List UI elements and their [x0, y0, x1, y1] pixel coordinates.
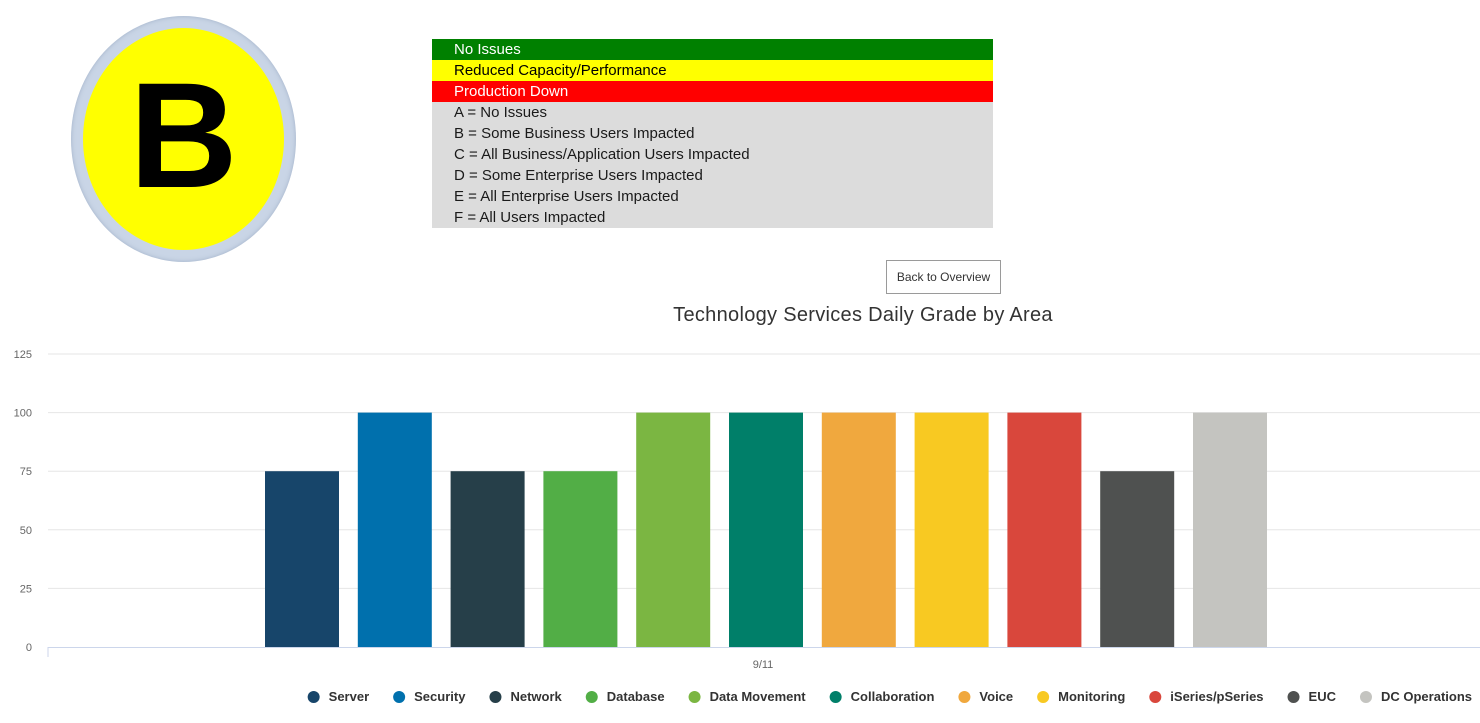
bar-iseries-pseries[interactable] — [1007, 412, 1082, 647]
legend-label: Database — [607, 689, 665, 704]
legend-label: DC Operations — [1381, 689, 1472, 704]
legend-item-dc-operations[interactable]: DC Operations — [1359, 689, 1472, 704]
legend-swatch — [393, 691, 406, 703]
legend-label: Server — [329, 689, 369, 704]
legend-item-security[interactable]: Security — [393, 689, 466, 704]
grade-definition: E = All Enterprise Users Impacted — [454, 188, 679, 205]
bar-security[interactable] — [357, 412, 432, 647]
grade-definition: C = All Business/Application Users Impac… — [454, 146, 750, 163]
bar-collaboration[interactable] — [729, 412, 803, 647]
y-tick-label: 25 — [20, 583, 32, 595]
chart-axes: 0 25 50 75 100 125 9/11 — [14, 349, 1480, 671]
legend-item-monitoring[interactable]: Monitoring — [1037, 689, 1125, 704]
grade-letter: B — [129, 51, 238, 219]
grade-row-b: B = Some Business Users Impacted — [432, 123, 993, 144]
legend-label: Voice — [979, 689, 1013, 704]
bar-data-movement[interactable] — [636, 412, 711, 647]
x-tick-label: 9/11 — [753, 659, 774, 671]
legend-item-iseries-pseries[interactable]: iSeries/pSeries — [1149, 689, 1264, 704]
grade-row-e: E = All Enterprise Users Impacted — [432, 186, 993, 207]
legend-item-voice[interactable]: Voice — [958, 689, 1013, 704]
legend-item-server[interactable]: Server — [307, 689, 369, 704]
bar-database[interactable] — [543, 471, 618, 647]
legend-label: Monitoring — [1058, 689, 1125, 704]
status-row-reduced-capacity: Reduced Capacity/Performance — [432, 60, 993, 81]
chart-bars — [265, 412, 1267, 647]
legend-swatch — [688, 691, 701, 703]
bar-dc-operations[interactable] — [1193, 412, 1267, 647]
legend-swatch — [1359, 691, 1372, 703]
bar-voice[interactable] — [821, 412, 896, 647]
legend-swatch — [489, 691, 502, 703]
y-tick-label: 0 — [26, 642, 32, 654]
bar-euc[interactable] — [1100, 471, 1175, 647]
grade-definition: B = Some Business Users Impacted — [454, 125, 695, 142]
grade-definition: F = All Users Impacted — [454, 209, 606, 226]
bar-network[interactable] — [450, 471, 525, 647]
grade-row-a: A = No Issues — [432, 102, 993, 123]
y-tick-label: 75 — [20, 466, 32, 478]
legend-item-collaboration[interactable]: Collaboration — [829, 689, 935, 704]
status-label: Production Down — [454, 83, 569, 100]
legend-label: EUC — [1309, 689, 1337, 704]
y-tick-label: 100 — [14, 408, 32, 420]
grade-definition: A = No Issues — [454, 104, 547, 121]
legend-label: Security — [414, 689, 466, 704]
legend-label: iSeries/pSeries — [1170, 689, 1263, 704]
status-label: No Issues — [454, 41, 521, 58]
chart-title: Technology Services Daily Grade by Area — [673, 304, 1053, 326]
legend-swatch — [958, 691, 971, 703]
grade-row-d: D = Some Enterprise Users Impacted — [432, 165, 993, 186]
legend-label: Collaboration — [851, 689, 935, 704]
status-row-production-down: Production Down — [432, 81, 993, 102]
grade-disc: B — [83, 28, 284, 250]
legend-swatch — [585, 691, 598, 703]
grade-row-c: C = All Business/Application Users Impac… — [432, 144, 993, 165]
legend-label: Data Movement — [710, 689, 807, 704]
status-legend-table: No Issues Reduced Capacity/Performance P… — [432, 39, 993, 228]
legend-swatch — [307, 691, 320, 703]
status-row-no-issues: No Issues — [432, 39, 993, 60]
legend-swatch — [1149, 691, 1162, 703]
grade-badge: B — [71, 16, 296, 262]
grade-definition: D = Some Enterprise Users Impacted — [454, 167, 703, 184]
y-tick-label: 125 — [14, 349, 32, 361]
chart-legend: Server Security Network Database Data Moveme… — [307, 689, 1472, 704]
legend-item-database[interactable]: Database — [585, 689, 665, 704]
bar-monitoring[interactable] — [914, 412, 989, 647]
y-tick-label: 50 — [20, 525, 32, 537]
legend-item-network[interactable]: Network — [489, 689, 563, 704]
status-label: Reduced Capacity/Performance — [454, 62, 667, 79]
legend-swatch — [829, 691, 842, 703]
back-to-overview-button[interactable]: Back to Overview — [886, 260, 1001, 294]
legend-swatch — [1287, 691, 1300, 703]
legend-item-data-movement[interactable]: Data Movement — [688, 689, 807, 704]
legend-label: Network — [510, 689, 562, 704]
daily-grade-bar-chart: Technology Services Daily Grade by Area … — [14, 304, 1480, 704]
grade-row-f: F = All Users Impacted — [432, 207, 993, 228]
bar-server[interactable] — [265, 471, 339, 647]
legend-item-euc[interactable]: EUC — [1287, 689, 1337, 704]
legend-swatch — [1037, 691, 1050, 703]
